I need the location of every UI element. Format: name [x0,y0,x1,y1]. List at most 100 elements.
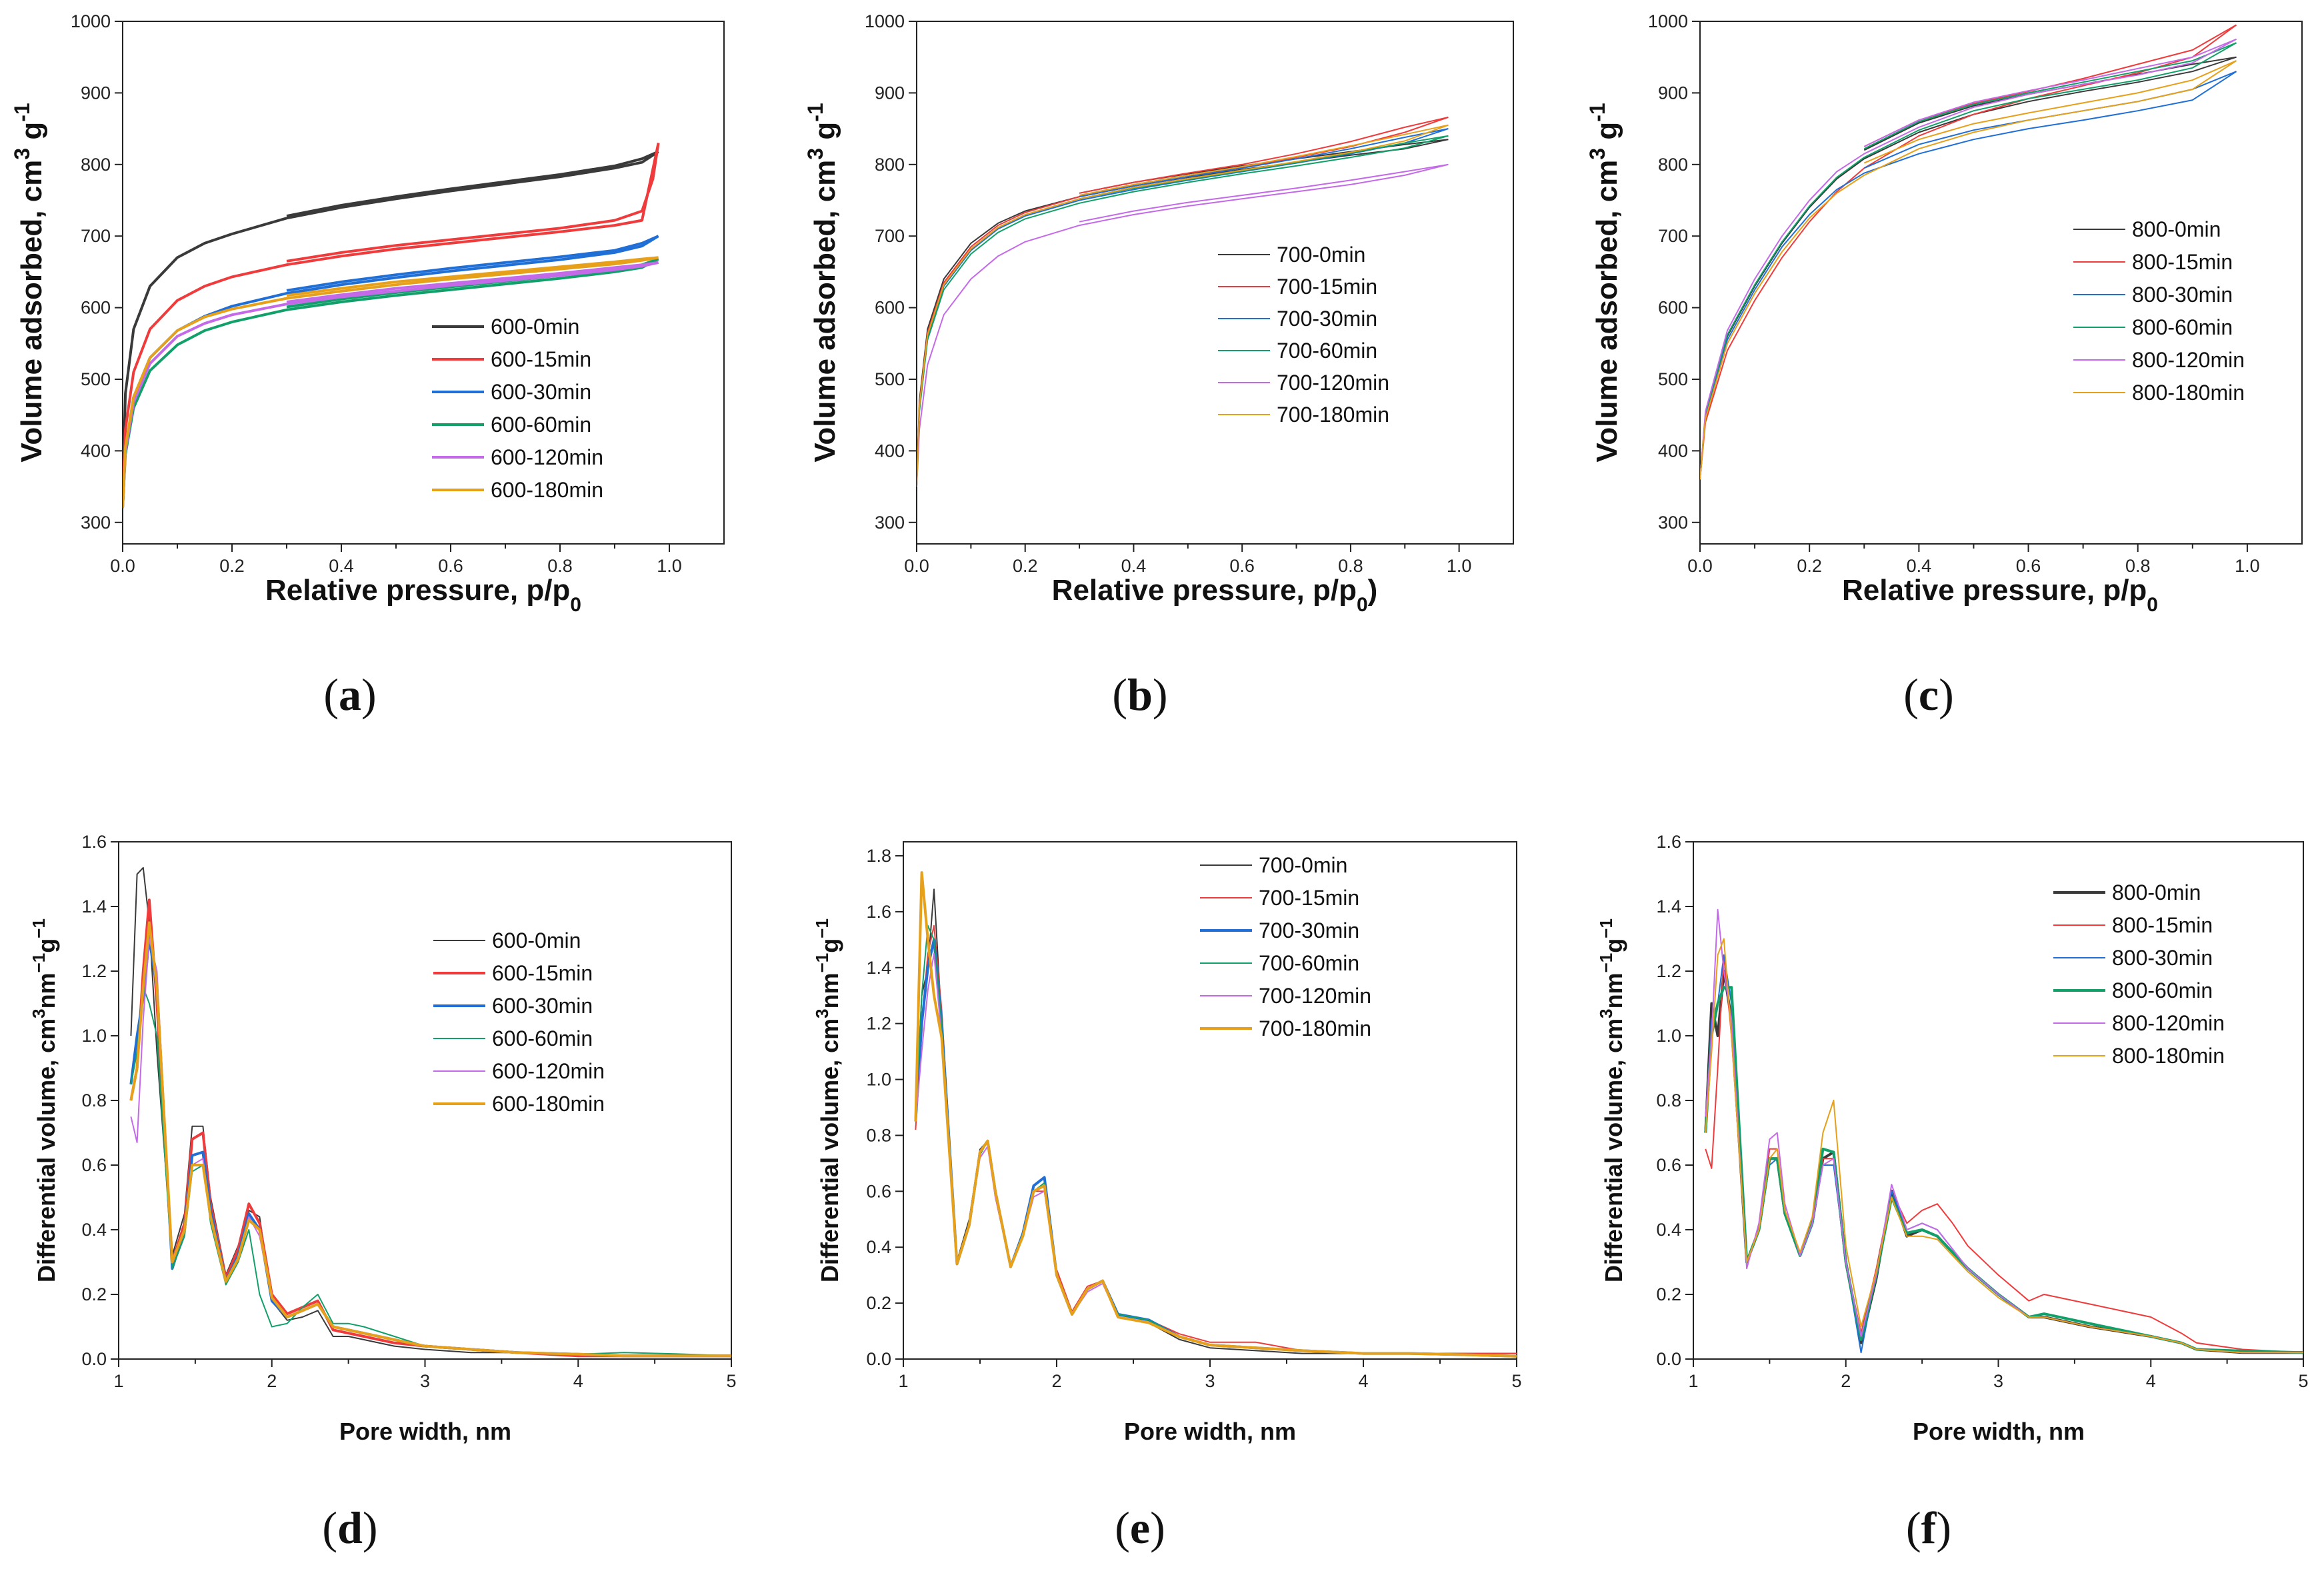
y-axis-label-end: g [15,122,48,148]
y-tick-label: 1.4 [81,896,107,916]
panel-caption: (a) [323,669,376,720]
plot-frame [122,21,725,545]
series-desorption-line-600-180min [286,256,659,297]
legend-label: 700-15min [1277,275,1377,299]
series-line-600-120min [130,938,731,1357]
legend-label: 600-180min [492,1092,605,1116]
x-axis-label: Relative pressure, p/p0 [1842,574,2158,616]
legend-label: 700-60min [1259,951,1359,975]
caption-open: ( [1906,1502,1921,1553]
y-tick-label: 1000 [865,11,905,31]
y-axis-label-sup: 3 [803,148,827,160]
panel-c: 0.0 0.2 0.4 0.6 0.8 1.0 300 400 500 600 700 800 900 1… [1585,11,2303,720]
caption-close: ) [1936,1502,1951,1553]
caption-letter: e [1130,1502,1150,1553]
series-desorption-line-800-15min [1863,24,2237,147]
series-line-600-15min [123,143,660,501]
series-line-700-0min [915,888,1517,1354]
x-tick-label: 0.4 [1907,556,1932,576]
x-tick-label: 0.4 [329,556,354,576]
panel-caption: (c) [1903,669,1954,720]
series-line-700-180min [914,871,1517,1358]
y-axis-label-sup3: −1 [812,918,832,938]
legend-label: 700-30min [1259,918,1359,942]
series-line-800-180min [1700,60,2237,480]
legend-label: 700-15min [1259,886,1359,910]
y-tick-label: 900 [1658,83,1688,103]
legend-label: 600-15min [492,961,593,985]
y-axis-label-end: g [33,938,60,953]
y-tick-label: 0.8 [1656,1090,1681,1110]
y-axis-label-sup2: -1 [803,103,827,121]
x-axis-label: Pore width, nm [339,1418,511,1445]
y-tick-label: 800 [875,155,905,175]
legend-label: 800-180min [2132,381,2245,405]
series-desorption-line-700-15min [1079,116,1449,194]
caption-open: ( [323,669,339,720]
legend-label: 600-0min [492,928,581,952]
plot-frame [903,841,1517,1360]
x-tick-label: 0.6 [2016,556,2041,576]
series-line-700-15min [917,116,1449,487]
legend-label: 600-120min [491,445,603,469]
series-desorption-line-800-120min [1863,38,2237,147]
y-tick-label: 0.4 [1656,1220,1681,1240]
y-tick-label: 900 [81,83,111,103]
series-line-600-180min [123,256,659,509]
caption-open: ( [1903,669,1919,720]
x-tick-label: 1.0 [657,556,682,576]
y-axis-label-text: Differential volume, cm [33,1018,60,1282]
y-axis-label-sup2: −1 [812,953,832,973]
x-tick-label: 3 [420,1371,430,1391]
series-desorption-line-600-30min [286,235,659,292]
legend-label: 600-15min [491,347,591,371]
legend-label: 800-30min [2132,283,2233,307]
panel-caption: (f) [1906,1502,1951,1553]
y-axis-label-end: g [1600,938,1627,953]
x-axis-label: Relative pressure, p/p0 [265,574,581,616]
y-axis-label-text: Volume adsorbed, cm [15,160,48,463]
caption-letter: c [1919,669,1939,720]
legend-label: 700-180min [1277,403,1389,427]
y-tick-label: 1.6 [866,902,891,922]
y-axis-label-sup2: -1 [10,103,34,121]
y-axis-label: Volume adsorbed, cm3 g-1 [1585,103,1623,462]
legend-label: 700-120min [1277,371,1389,395]
legend-label: 800-60min [2132,315,2233,339]
series-desorption-line-800-180min [1863,60,2237,164]
x-axis-label-subscript: 0 [2147,594,2158,616]
y-axis-label-sup: 3 [10,148,34,160]
legend-label: 700-30min [1277,307,1377,331]
x-axis-label-text: Relative pressure, p/p [1842,574,2147,607]
legend-label: 800-120min [2132,348,2245,372]
panel-b: 0.0 0.2 0.4 0.6 0.8 1.0 300 400 500 600 700 800 900 1… [803,11,1514,720]
y-axis-label: Volume adsorbed, cm3 g-1 [803,103,841,462]
y-tick-label: 400 [875,441,905,461]
legend-label: 800-0min [2132,217,2221,241]
x-tick-label: 1 [898,1371,908,1391]
x-axis-label-text: Relative pressure, p/p [1052,574,1357,607]
y-tick-label: 300 [1658,513,1688,533]
x-tick-label: 1.0 [2235,556,2260,576]
x-tick-label: 2 [267,1371,277,1391]
y-tick-label: 1.0 [81,1026,107,1046]
y-tick-label: 0.2 [1656,1284,1681,1304]
series-line-600-0min [123,150,659,501]
x-tick-label: 0.8 [547,556,573,576]
caption-open: ( [1115,1502,1130,1553]
y-axis-label-end: g [816,938,843,953]
legend-label: 600-30min [491,380,591,404]
legend-label: 600-180min [491,478,603,502]
x-axis-label-end: ) [1368,574,1378,607]
plot-frame [118,841,732,1360]
y-tick-label: 1.8 [866,846,891,866]
y-axis-label: Differential volume, cm3nm−1g−1 [1596,918,1627,1282]
y-axis-label-sup: 3 [29,1008,49,1018]
x-tick-label: 4 [1358,1371,1368,1391]
series-line-800-120min [1705,908,2303,1354]
y-axis-label-sup2: −1 [29,953,49,973]
legend-label: 700-120min [1259,984,1371,1008]
panel-e: 1 2 3 4 5 0.0 0.2 0.4 0.6 0.8 1.0 1.2 1.4 1.6 1.8 Pore … [812,841,1522,1553]
x-axis-label-subscript: 0 [570,594,581,616]
x-axis-label-text: Pore width, nm [1124,1418,1296,1445]
